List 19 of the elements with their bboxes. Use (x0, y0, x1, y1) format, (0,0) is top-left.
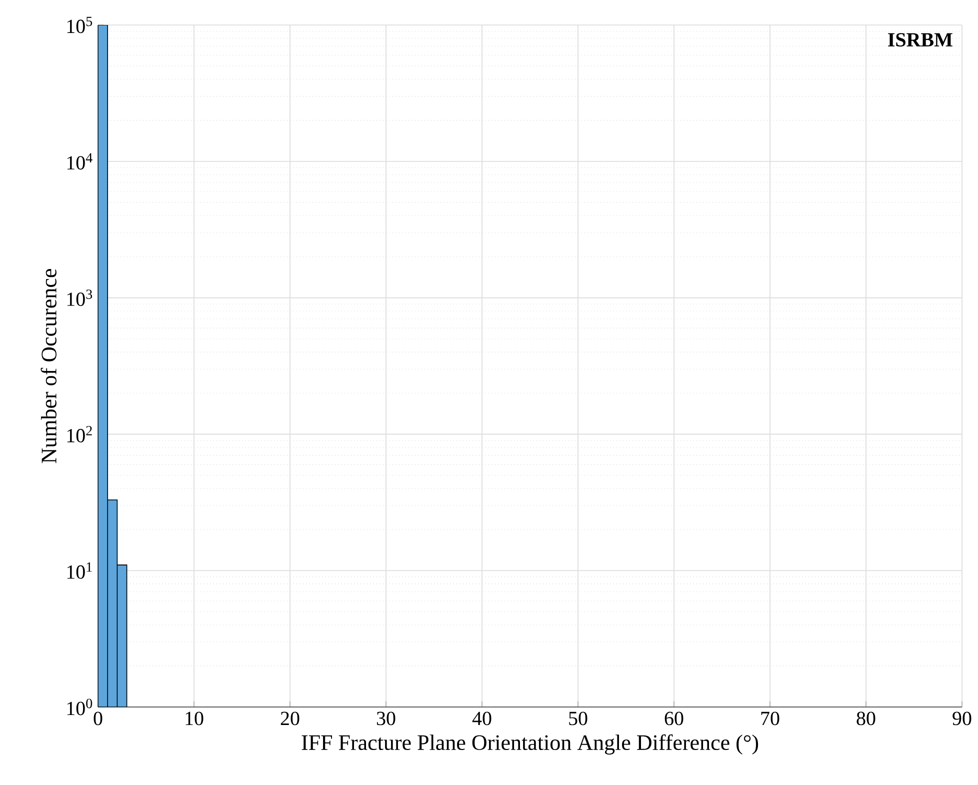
x-axis-title: IFF Fracture Plane Orientation Angle Difference (°) (302, 734, 758, 755)
y-tick-label: 10$^{4}$ (67, 153, 92, 170)
x-tick-label: 50 (569, 712, 588, 726)
x-tick-label: 60 (664, 712, 684, 726)
x-tick-label: 0 (94, 712, 102, 726)
y-axis-title: Number of Occurence (40, 269, 56, 464)
y-tick-label: 10$^{5}$ (67, 16, 92, 34)
x-tick-label: 10 (186, 712, 204, 726)
y-tick-label: 10$^{1}$ (67, 562, 92, 579)
x-tick-label: 90 (952, 712, 972, 726)
x-tick-label: 30 (376, 712, 396, 726)
x-tick-label: 80 (856, 712, 876, 726)
y-tick-label: 10$^{2}$ (67, 426, 92, 442)
x-tick-label: 70 (761, 712, 780, 726)
x-tick-label: 40 (472, 712, 492, 726)
y-tick-label: 10$^{3}$ (67, 290, 92, 306)
annotation: ISRBM (888, 33, 952, 47)
x-tick-label: 20 (280, 712, 300, 726)
y-tick-label: 10$^{0}$ (67, 698, 92, 716)
